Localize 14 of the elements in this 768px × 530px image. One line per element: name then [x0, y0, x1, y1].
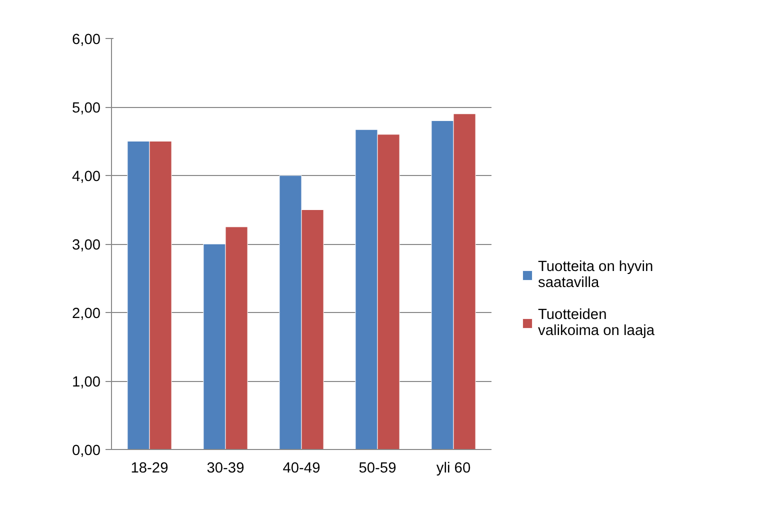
y-tick-label: 4,00 — [72, 169, 101, 185]
x-tick-label: 50-59 — [358, 460, 396, 476]
x-tick-label: 40-49 — [282, 460, 320, 476]
y-tick-label: 1,00 — [72, 374, 101, 390]
y-tick-label: 2,00 — [72, 306, 101, 322]
y-tick-label: 0,00 — [72, 443, 101, 459]
legend-label: Tuotteiden valikoima on laaja — [538, 307, 654, 339]
x-tick-label: yli 60 — [436, 460, 471, 476]
y-tick-label: 5,00 — [72, 100, 101, 116]
x-tick-label: 18-29 — [130, 460, 168, 476]
y-tick-label: 3,00 — [72, 238, 101, 254]
legend-label: Tuotteita on hyvin saatavilla — [538, 259, 654, 291]
x-tick-label: 30-39 — [206, 460, 244, 476]
y-tick-label: 6,00 — [72, 32, 101, 48]
